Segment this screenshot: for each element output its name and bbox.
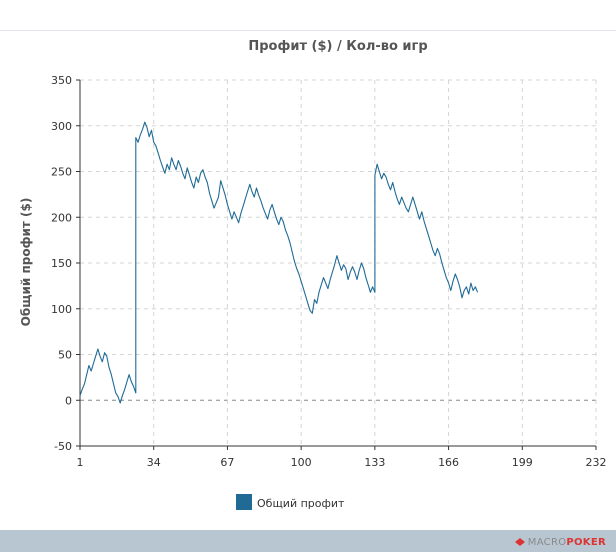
footer-bar: MACROPOKER: [0, 530, 616, 552]
brand-logo: MACROPOKER: [514, 537, 606, 548]
y-tick-label: 150: [51, 257, 72, 270]
logo-mark-icon: [514, 538, 525, 546]
x-tick-label: 199: [512, 456, 533, 469]
x-tick-label: 67: [220, 456, 234, 469]
series-layer: [79, 121, 479, 404]
legend-label: Общий профит: [257, 497, 345, 510]
y-tick-label: 350: [51, 74, 72, 87]
brand-macro: MACRO: [527, 537, 567, 548]
x-tick-label: 100: [291, 456, 312, 469]
y-tick-label: 250: [51, 166, 72, 179]
x-tick-label: 34: [147, 456, 161, 469]
tick-labels: -50 0 50 100 150 200 250 300 350 1 34 67 100 133 166 19…: [51, 74, 607, 469]
axes: [76, 79, 597, 450]
x-tick-label: 1: [77, 456, 84, 469]
top-divider: [0, 30, 616, 31]
y-tick-label: 200: [51, 211, 72, 224]
x-tick-label: 232: [586, 456, 607, 469]
series-line-total-profit: [79, 121, 479, 404]
y-tick-label: 100: [51, 303, 72, 316]
y-tick-label: -50: [54, 440, 72, 453]
chart-title: Профит ($) / Кол-во игр: [248, 39, 427, 54]
gridlines: [80, 79, 597, 447]
brand-poker: POKER: [566, 537, 606, 548]
profit-line-chart: Профит ($) / Кол-во игр Общий профит ($)…: [19, 39, 607, 510]
legend[interactable]: Общий профит: [236, 494, 345, 510]
legend-swatch: [236, 494, 252, 510]
y-tick-label: 300: [51, 120, 72, 133]
y-tick-label: 0: [65, 394, 72, 407]
x-tick-label: 133: [364, 456, 385, 469]
y-axis-label: Общий профит ($): [19, 198, 33, 327]
y-tick-label: 50: [58, 349, 72, 362]
x-tick-label: 166: [438, 456, 459, 469]
